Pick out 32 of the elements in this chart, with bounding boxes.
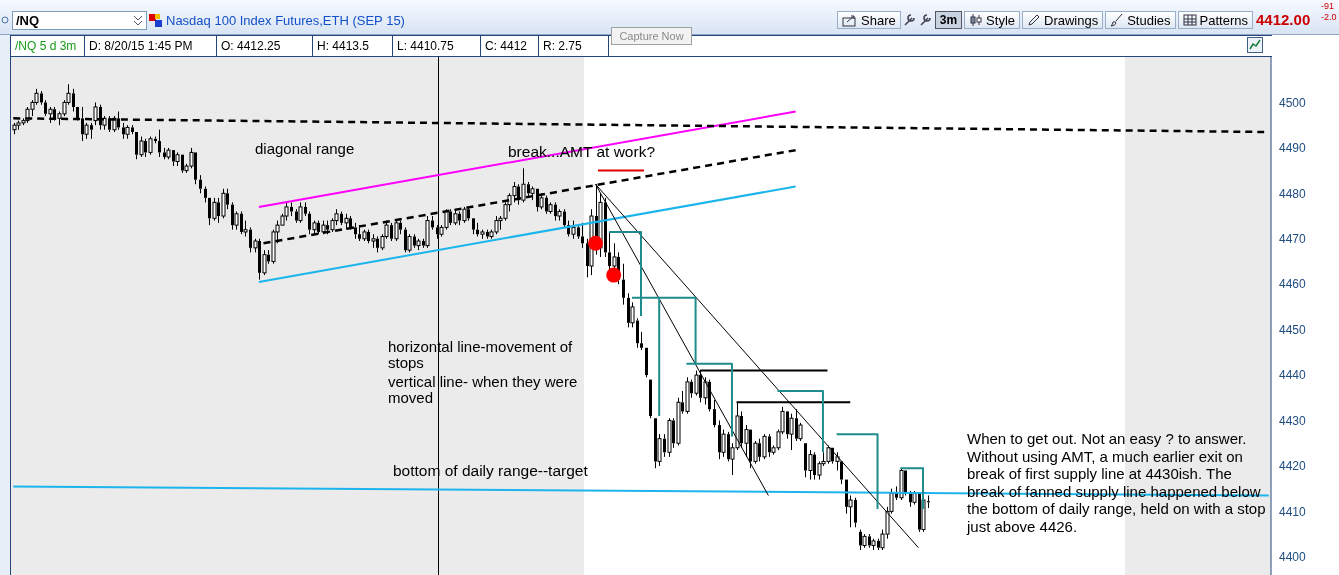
text: 3m: [939, 13, 958, 27]
text: C: 4412: [481, 36, 539, 56]
annotation: vertical line- when they were moved: [388, 373, 579, 406]
y-tick-label: 4430: [1279, 413, 1307, 428]
y-tick-label: 4460: [1279, 277, 1307, 292]
y-tick-label: 4410: [1279, 504, 1307, 519]
y-tick-label: 4480: [1279, 186, 1307, 201]
y-tick-label: 4400: [1279, 550, 1307, 565]
text: O: 4412.25: [217, 36, 313, 56]
text: Patterns: [1199, 12, 1248, 28]
y-tick-label: 4490: [1279, 141, 1307, 156]
text: Share: [861, 12, 896, 28]
text: D: 8/20/15 1:45 PM: [85, 36, 217, 56]
text: -91: [1321, 1, 1335, 11]
y-tick-label: 4450: [1279, 322, 1307, 337]
text: Style: [986, 12, 1016, 28]
y-tick-label: 4440: [1279, 368, 1307, 383]
y-tick-label: 4420: [1279, 459, 1307, 474]
text: /NQ 5 d 3m: [11, 36, 85, 56]
text: -2.0: [1321, 12, 1337, 22]
text: Studies: [1127, 12, 1171, 28]
y-tick-label: 4500: [1279, 95, 1307, 110]
text: L: 4410.75: [393, 36, 481, 56]
y-tick-label: 4470: [1279, 232, 1307, 247]
text: 4412.00: [1256, 11, 1311, 28]
text: R: 2.75: [539, 36, 609, 56]
text: Capture Now: [611, 27, 692, 45]
text: H: 4413.5: [313, 36, 393, 56]
chart-title: Nasdaq 100 Index Futures,ETH (SEP 15): [166, 13, 405, 28]
text: /NQ: [16, 13, 40, 28]
annotation: diagonal range: [255, 140, 355, 157]
text: Drawings: [1044, 12, 1099, 28]
